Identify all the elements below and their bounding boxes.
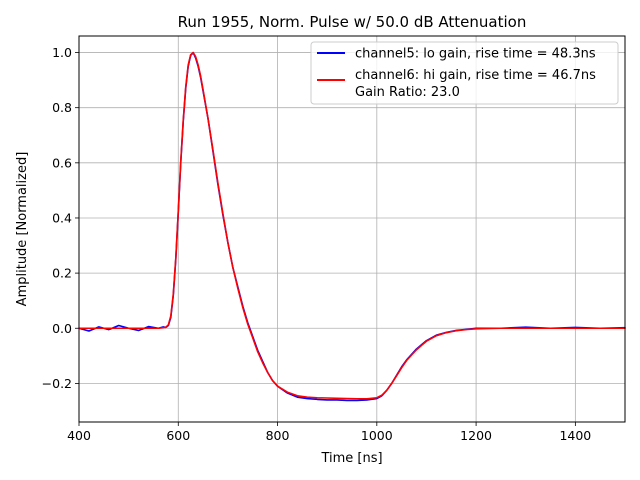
x-tick-label: 400 — [67, 428, 91, 443]
y-tick-label: 0.6 — [52, 155, 72, 170]
legend-label-channel5: channel5: lo gain, rise time = 48.3ns — [355, 47, 596, 62]
series-layer — [78, 51, 626, 402]
legend: channel5: lo gain, rise time = 48.3ns ch… — [310, 41, 619, 105]
x-tick-label: 1200 — [460, 428, 492, 443]
legend-annotation-gain-ratio: Gain Ratio: 23.0 — [355, 85, 460, 100]
x-tick-label: 800 — [266, 428, 290, 443]
legend-box — [310, 41, 619, 105]
x-axis-label: Time [ns] — [320, 451, 382, 466]
x-tick-label: 1000 — [361, 428, 393, 443]
legend-label-channel6: channel6: hi gain, rise time = 46.7ns — [355, 68, 596, 83]
y-tick-label: 0.2 — [52, 266, 72, 281]
y-tick-label: 1.0 — [52, 45, 72, 60]
y-tick-label: 0.0 — [52, 321, 72, 336]
chart-title: Run 1955, Norm. Pulse w/ 50.0 dB Attenua… — [178, 13, 527, 31]
x-tick-label: 600 — [166, 428, 190, 443]
y-tick-label: 0.4 — [52, 210, 72, 225]
x-axis-ticks: 400 600 800 1000 1200 1400 — [67, 422, 591, 443]
y-tick-label: −0.2 — [42, 376, 72, 391]
grid-lines — [78, 36, 625, 422]
y-axis-ticks: −0.2 0.0 0.2 0.4 0.6 0.8 1.0 — [42, 45, 79, 391]
plot-frame — [78, 35, 626, 423]
y-tick-label: 0.8 — [52, 100, 72, 115]
series-line-channel6 — [78, 51, 626, 400]
y-axis-label: Amplitude [Normalized] — [15, 152, 30, 307]
x-tick-label: 1400 — [559, 428, 591, 443]
